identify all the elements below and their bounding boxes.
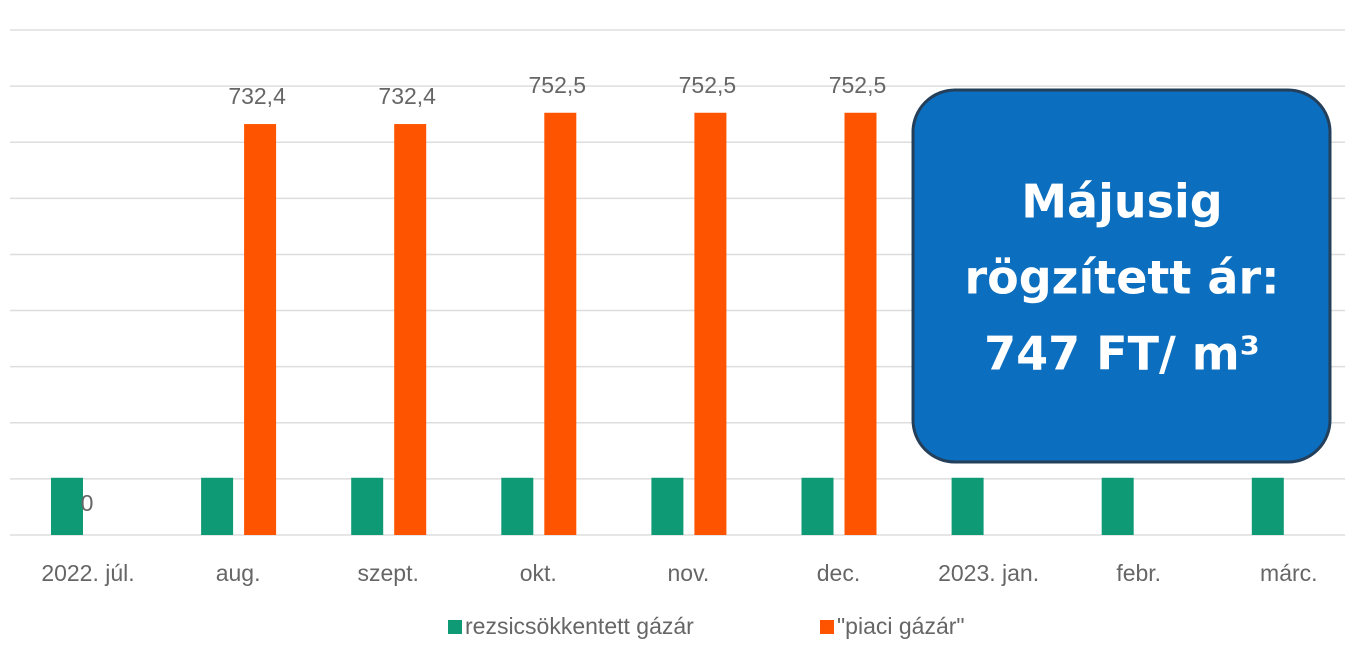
- data-label: 732,4: [378, 83, 436, 109]
- annotation-text: Májusig: [1021, 175, 1222, 229]
- bar: [351, 477, 384, 535]
- x-tick-label: dec.: [817, 560, 860, 586]
- data-label: 732,4: [228, 83, 286, 109]
- bar: [51, 477, 83, 535]
- legend-swatch: [448, 620, 462, 634]
- annotation-text: 747 FT/ m³: [984, 327, 1260, 381]
- bar: [1101, 477, 1134, 535]
- bar: [394, 124, 427, 535]
- bar: [501, 477, 534, 535]
- bar: [801, 477, 834, 535]
- annotation-background: [911, 88, 1332, 464]
- bar: [844, 112, 877, 535]
- bar: [201, 477, 234, 535]
- legend: rezsicsökkentett gázár "piaci gázár": [448, 613, 965, 639]
- bar: [544, 112, 577, 535]
- x-tick-label: 2023. jan.: [938, 560, 1039, 586]
- bar: [694, 112, 727, 535]
- bars: 0 732,4 732,4 752,5 752,5 752,5: [51, 72, 1284, 535]
- data-label: 0: [81, 490, 94, 516]
- x-tick-label: febr.: [1116, 560, 1161, 586]
- x-tick-label: szept.: [358, 560, 419, 586]
- x-tick-label: nov.: [668, 560, 710, 586]
- x-tick-label: aug.: [216, 560, 261, 586]
- annotation-text: rögzített ár:: [964, 251, 1279, 305]
- bar: [951, 477, 984, 535]
- legend-label: "piaci gázár": [837, 613, 965, 639]
- bar: [244, 124, 277, 535]
- x-tick-label: márc.: [1260, 560, 1318, 586]
- x-tick-label: okt.: [520, 560, 557, 586]
- x-tick-label: 2022. júl.: [41, 560, 134, 586]
- data-label: 752,5: [829, 72, 887, 98]
- bar: [651, 477, 684, 535]
- annotation-box: Májusig rögzített ár: 747 FT/ m³: [911, 88, 1332, 464]
- data-label: 752,5: [679, 72, 737, 98]
- legend-swatch: [820, 620, 834, 634]
- data-label: 752,5: [529, 72, 587, 98]
- legend-label: rezsicsökkentett gázár: [465, 613, 694, 639]
- bar: [1251, 477, 1284, 535]
